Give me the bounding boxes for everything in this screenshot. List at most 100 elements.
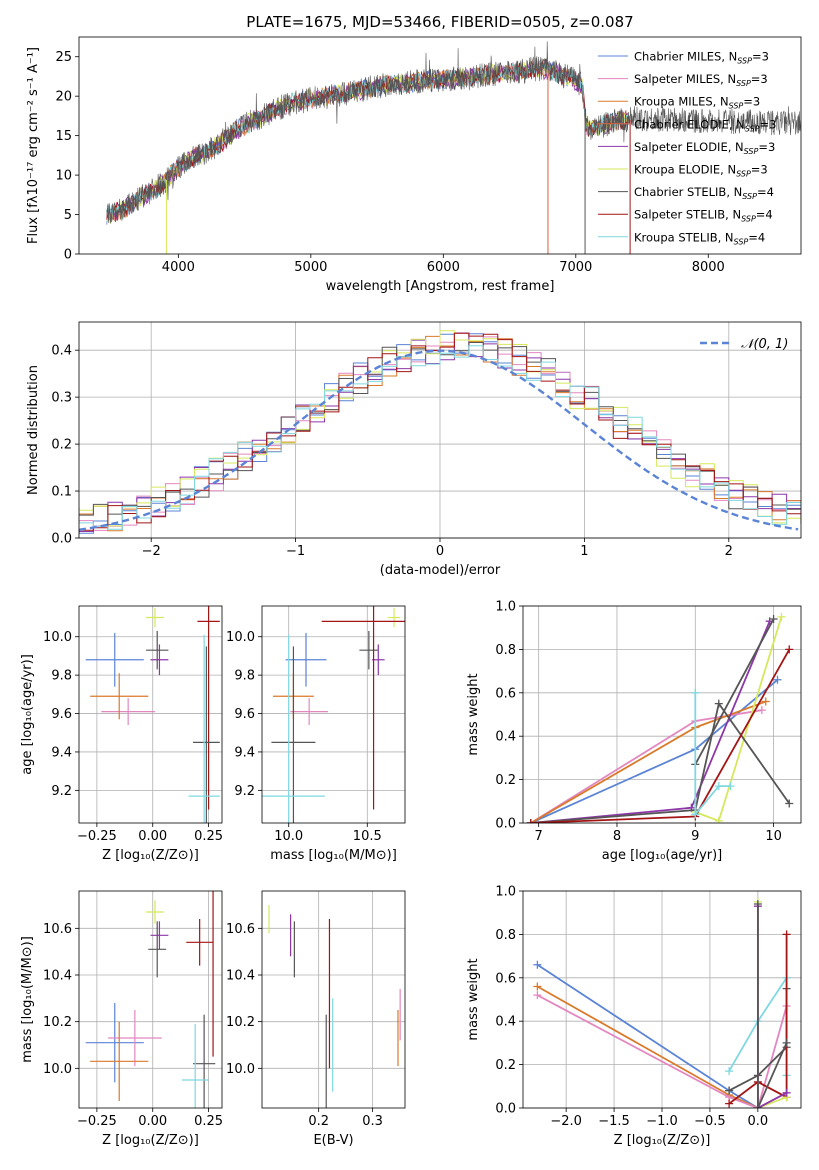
x-tick-label: −0.25 <box>77 829 117 844</box>
errorbar-point <box>285 632 327 687</box>
x-tick-label: 0.3 <box>362 1114 383 1129</box>
x-tick-label: 0.25 <box>194 829 223 844</box>
axes-frame <box>78 36 802 255</box>
plus-marker <box>725 1086 734 1095</box>
plus-marker <box>761 697 770 706</box>
y-tick-label: 10 <box>55 169 72 184</box>
legend-label: Salpeter MILES, NSSP=3 <box>634 72 768 88</box>
plus-marker <box>526 819 535 823</box>
y-tick-label: 15 <box>55 129 72 144</box>
weight-line-salpeter_stelib <box>728 934 788 1105</box>
x-axis-label: Z [log₁₀(Z/Z⊙)] <box>102 848 199 863</box>
x-tick-label: 8000 <box>692 260 725 275</box>
y-tick-label: 0.8 <box>495 643 516 658</box>
spectrum-lines <box>106 41 801 254</box>
legend-label: 𝒩(0, 1) <box>741 337 788 352</box>
y-tick-label: 10.0 <box>43 1062 72 1077</box>
errorbar-point <box>262 634 325 823</box>
x-tick-label: 8 <box>613 829 621 844</box>
y-tick-label: 0.4 <box>495 730 516 745</box>
plus-marker <box>753 900 762 909</box>
y-tick-label: 0.2 <box>51 438 72 453</box>
points <box>85 606 220 823</box>
x-tick-label: 10.0 <box>274 829 303 844</box>
y-tick-label: 9.8 <box>234 669 255 684</box>
gaussian-curve <box>79 349 799 531</box>
y-tick-label: 0.2 <box>495 1058 516 1073</box>
y-tick-label: 0.4 <box>495 1015 516 1030</box>
legend-label: Chabrier ELODIE, NSSP=3 <box>634 117 776 133</box>
x-tick-label: 0 <box>436 544 444 559</box>
y-tick-label: 10.0 <box>43 630 72 645</box>
legend-label: Chabrier STELIB, NSSP=4 <box>634 185 774 201</box>
weight-line-salpeter_miles <box>530 709 762 823</box>
x-axis-label: wavelength [Angstrom, rest frame] <box>326 279 555 294</box>
y-tick-label: 10.6 <box>43 922 72 937</box>
errorbar-point <box>150 921 169 950</box>
x-axis-label: Z [log₁₀(Z/Z⊙)] <box>614 1133 711 1148</box>
x-tick-label: −2 <box>142 544 161 559</box>
y-tick-label: 10.6 <box>226 922 255 937</box>
x-tick-label: −0.5 <box>694 1114 726 1129</box>
panel-spectrum: 4000 5000 6000 7000 8000 0 5 10 15 20 25 wavelength… <box>26 13 802 294</box>
errorbar-point <box>197 606 220 810</box>
axes-frame <box>522 890 802 1109</box>
y-tick-label: 10.0 <box>226 1062 255 1077</box>
x-tick-label: 4000 <box>162 260 195 275</box>
legend-label: Chabrier MILES, NSSP=3 <box>634 50 769 66</box>
errorbar-point <box>90 673 149 720</box>
errorbar-point <box>150 644 169 676</box>
y-tick-label: 10.4 <box>226 969 255 984</box>
plus-marker <box>725 1067 734 1076</box>
errorbar-point <box>85 1003 144 1083</box>
panel-weight_vs_Z: −2.0 −1.5 −1.0 −0.5 0.0 0.0 0.2 0.4 0.6 0.8 1.0 Z [… <box>466 885 802 1148</box>
axes-frame <box>78 605 223 824</box>
plus-marker <box>773 675 782 684</box>
x-axis-label: (data-model)/error <box>380 563 501 578</box>
y-tick-label: 0.8 <box>495 928 516 943</box>
x-axis-label: mass [log₁₀(M/M⊙)] <box>270 848 397 863</box>
x-tick-label: 0.00 <box>138 829 167 844</box>
x-tick-label: −0.25 <box>77 1114 117 1129</box>
x-tick-label: 9 <box>691 829 699 844</box>
y-tick-label: 9.2 <box>51 784 72 799</box>
plus-marker <box>533 982 542 991</box>
plus-marker <box>714 699 723 708</box>
plus-marker <box>753 1104 762 1108</box>
weight-line-salpeter_elodie <box>757 906 788 1108</box>
y-tick-label: 0.2 <box>495 773 516 788</box>
y-tick-label: 0.1 <box>51 485 72 500</box>
errorbar-point <box>181 1024 209 1108</box>
y-tick-label: 1.0 <box>495 885 516 900</box>
plus-marker <box>769 615 778 624</box>
weight-line-salpeter_elodie <box>530 620 771 823</box>
points <box>262 606 405 823</box>
y-axis-label: mass weight <box>466 673 481 755</box>
errorbar-point <box>271 646 316 823</box>
errorbar-point <box>321 606 405 810</box>
errorbar-point <box>146 607 164 628</box>
legend: 𝒩(0, 1) <box>700 337 788 352</box>
y-axis-label: age [log₁₀(age/yr)] <box>20 654 35 775</box>
plus-marker <box>777 612 786 621</box>
y-tick-label: 0.6 <box>495 971 516 986</box>
errorbar-point <box>101 698 155 726</box>
errorbar-point <box>359 630 379 670</box>
chart-title: PLATE=1675, MJD=53466, FIBERID=0505, z=0… <box>246 13 633 31</box>
errorbar-point <box>146 630 169 670</box>
plus-marker <box>757 706 766 715</box>
y-tick-label: 0.6 <box>495 686 516 701</box>
panel-weight_vs_age: 7 8 9 10 0.0 0.2 0.4 0.6 0.8 1.0 age [log₁₀(age/yr… <box>466 600 802 863</box>
x-tick-label: 0.25 <box>194 1114 223 1129</box>
weight-line-chabrier_stelib <box>694 618 775 765</box>
y-tick-label: 9.6 <box>234 707 255 722</box>
histogram-salpeter_stelib <box>79 332 801 534</box>
y-tick-label: 10.2 <box>43 1015 72 1030</box>
errorbar-point <box>90 1021 149 1101</box>
plus-marker <box>782 1038 791 1047</box>
x-tick-label: 0.00 <box>138 1114 167 1129</box>
plus-marker <box>714 782 723 791</box>
x-tick-label: 2 <box>725 544 733 559</box>
y-tick-label: 9.6 <box>51 707 72 722</box>
